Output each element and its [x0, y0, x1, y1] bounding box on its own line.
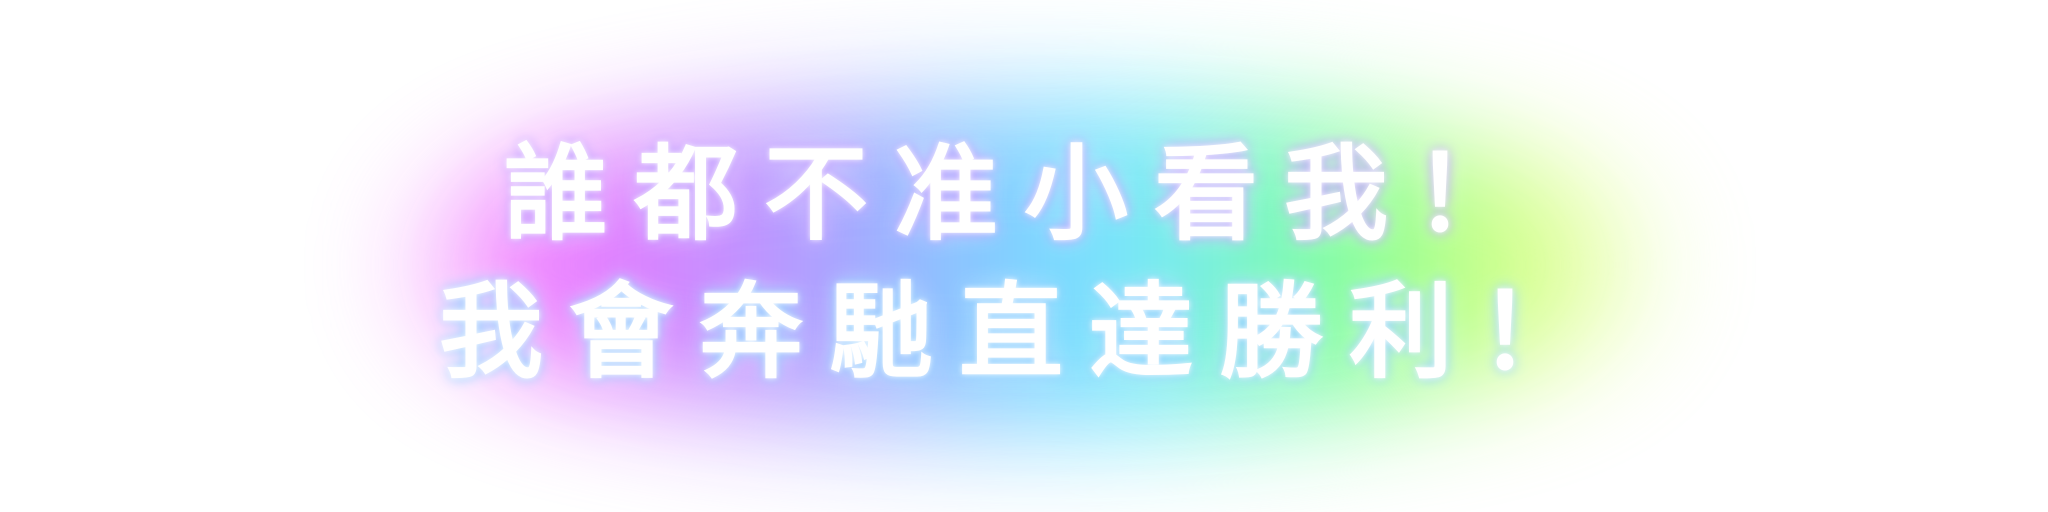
caption-line-1: 誰都不准小看我！: [503, 133, 1544, 255]
caption-line-2: 我會奔馳直達勝利！: [438, 271, 1609, 393]
rainbow-glow: [380, 100, 1680, 430]
